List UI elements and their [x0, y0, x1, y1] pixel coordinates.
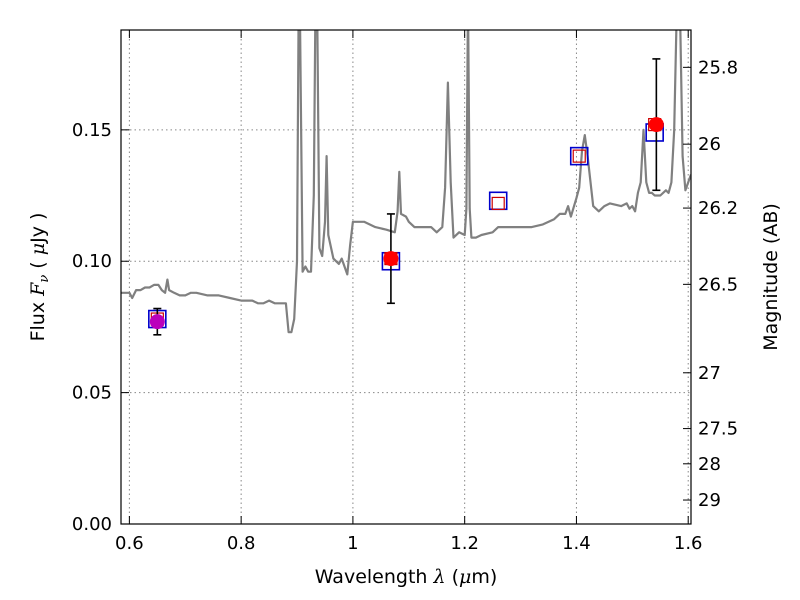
y-tick-label: 0.00 — [72, 514, 112, 535]
x-tick-label: 1.4 — [562, 533, 591, 554]
model-square-inner — [572, 149, 586, 163]
mag-tick-label: 27 — [698, 363, 721, 384]
mag-tick-label: 25.8 — [698, 57, 738, 78]
y-tick-label: 0.15 — [72, 120, 112, 141]
mag-tick-label: 26 — [698, 134, 721, 155]
ticks-layer: 0.6 0.8 1 1.2 1.4 1.6 0.00 0.05 0.10 0.15 25.8 26 26… — [72, 30, 738, 554]
model-square-inner — [491, 196, 505, 211]
mag-tick-label: 27.5 — [698, 419, 738, 440]
x-tick-label: 0.6 — [115, 533, 144, 554]
model-square-outer — [569, 146, 589, 166]
points-layer — [148, 58, 664, 336]
x-tick-label: 1.6 — [674, 533, 703, 554]
y-tick-label: 0.05 — [72, 383, 112, 404]
right-axis-label: Magnitude (AB) — [760, 203, 782, 351]
plot-frame — [120, 29, 692, 525]
plot-background — [121, 30, 691, 524]
observed-point — [149, 314, 165, 330]
mag-tick-label: 28 — [698, 454, 721, 475]
x-tick-label: 1 — [347, 533, 358, 554]
spectrum-line — [121, 30, 691, 334]
y-tick-label: 0.10 — [72, 251, 112, 272]
mag-tick-label: 26.2 — [698, 198, 738, 219]
observed-point — [648, 117, 664, 133]
observed-point — [383, 251, 399, 267]
mag-tick-label: 26.5 — [698, 274, 738, 295]
y-axis-label: Flux Fν ( μJy ) — [27, 213, 52, 342]
x-tick-label: 1.2 — [450, 533, 479, 554]
spectrum-layer — [121, 30, 691, 334]
x-tick-label: 0.8 — [227, 533, 256, 554]
x-axis-label: Wavelength λ (μm) — [315, 566, 498, 588]
mag-tick-label: 29 — [698, 490, 721, 511]
